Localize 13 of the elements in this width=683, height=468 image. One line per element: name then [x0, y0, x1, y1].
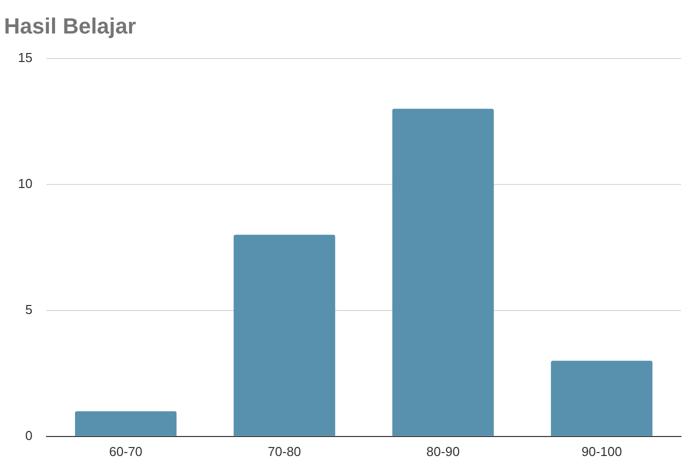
y-tick-label: 0 — [25, 428, 32, 443]
bar — [75, 411, 177, 436]
x-tick-label: 70-80 — [268, 444, 302, 459]
bar — [550, 360, 652, 436]
bar — [392, 108, 494, 436]
x-tick-label: 80-90 — [426, 444, 460, 459]
y-tick-label: 5 — [25, 302, 32, 317]
y-tick-label: 15 — [18, 50, 32, 65]
x-tick-label: 60-70 — [109, 444, 142, 459]
bar — [234, 234, 336, 436]
x-tick-label: 90-100 — [581, 444, 622, 459]
y-tick-label: 10 — [18, 176, 32, 191]
chart-title: Hasil Belajar — [4, 13, 137, 38]
